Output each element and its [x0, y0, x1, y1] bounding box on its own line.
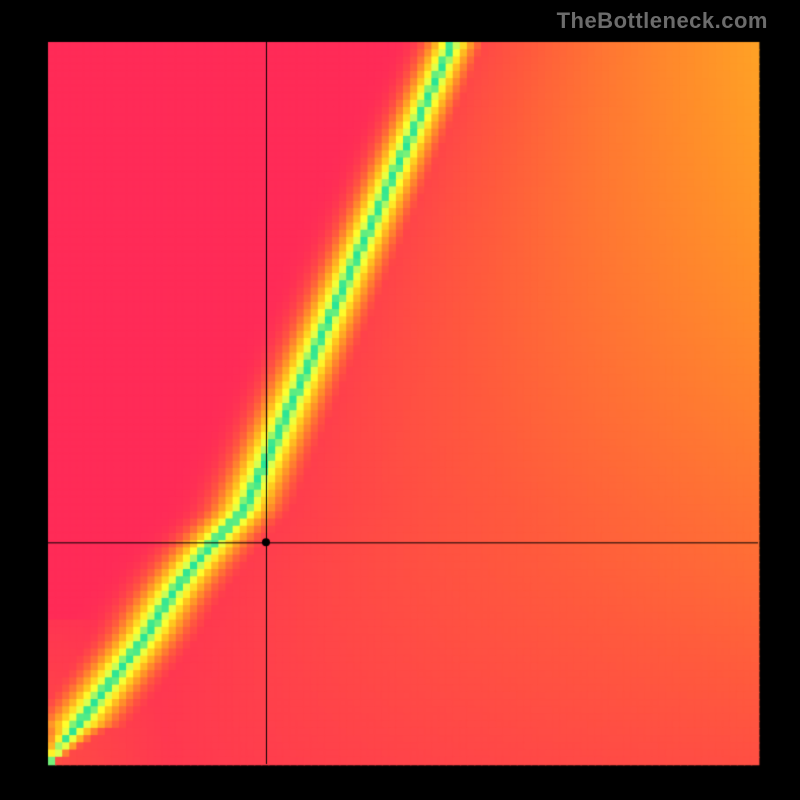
bottleneck-heatmap-canvas: [0, 0, 800, 800]
chart-container: TheBottleneck.com: [0, 0, 800, 800]
watermark-text: TheBottleneck.com: [557, 8, 768, 34]
